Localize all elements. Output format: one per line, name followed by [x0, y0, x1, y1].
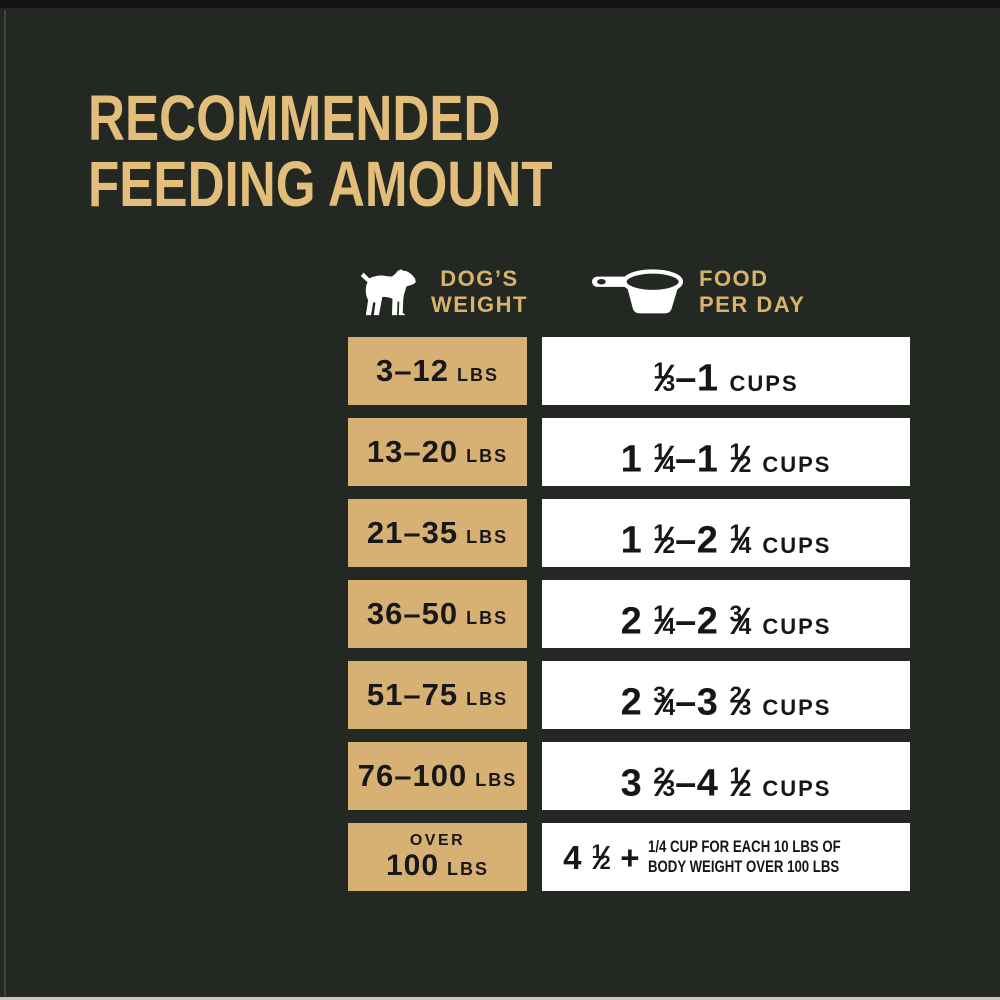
- weight-cell: 21–35 LBS: [348, 499, 527, 567]
- weight-header-line-1: DOG’S: [440, 266, 519, 292]
- amount-cell: 1 1⁄4–1 1⁄2 CUPS: [542, 418, 910, 486]
- food-header-label: FOOD PER DAY: [699, 266, 805, 318]
- weight-header-line-2: WEIGHT: [431, 292, 528, 317]
- weight-value: 51–75: [366, 677, 459, 712]
- table-row: 13–20 LBS 1 1⁄4–1 1⁄2 CUPS: [348, 418, 910, 486]
- page-title-line-2: FEEDING AMOUNT: [88, 147, 553, 220]
- table-row: 21–35 LBS 1 1⁄2–2 1⁄4 CUPS: [348, 499, 910, 567]
- weight-cell: 3–12 LBS: [348, 337, 527, 405]
- weight-unit: LBS: [466, 446, 509, 466]
- amount-unit: CUPS: [762, 613, 832, 639]
- note-line-2: BODY WEIGHT OVER 100 LBS: [648, 858, 840, 876]
- weight-value: 36–50: [366, 596, 459, 631]
- weight-value: 100: [385, 849, 440, 883]
- amount-cell: 4 1⁄2 + 1/4 CUP FOR EACH 10 LBS OF BODY …: [542, 823, 910, 891]
- weight-unit: LBS: [466, 689, 509, 709]
- weight-value: 13–20: [366, 434, 459, 469]
- amount-value: 2 3⁄4–3 2⁄3: [620, 681, 752, 724]
- dog-icon: [360, 268, 416, 315]
- food-header-line-1: FOOD: [699, 266, 769, 292]
- weight-cell: 51–75 LBS: [348, 661, 527, 729]
- measuring-cup-icon: [592, 269, 684, 314]
- weight-value: 3–12: [376, 353, 449, 388]
- table-row: 76–100 LBS 3 2⁄3–4 1⁄2 CUPS: [348, 742, 910, 810]
- note-line-1: 1/4 CUP FOR EACH 10 LBS OF: [648, 837, 841, 856]
- weight-unit: LBS: [466, 527, 509, 547]
- weight-unit: LBS: [447, 859, 490, 880]
- amount-unit: CUPS: [762, 532, 832, 558]
- food-column-header: FOOD PER DAY: [592, 260, 805, 324]
- weight-prefix: OVER: [409, 831, 466, 849]
- left-edge-decoration: [4, 10, 6, 996]
- page-title: RECOMMENDED FEEDING AMOUNT: [88, 82, 553, 220]
- table-row: 36–50 LBS 2 1⁄4–2 3⁄4 CUPS: [348, 580, 910, 648]
- weight-unit: LBS: [475, 770, 518, 790]
- amount-unit: CUPS: [762, 451, 832, 477]
- weight-value: 21–35: [366, 515, 459, 550]
- amount-unit: CUPS: [762, 775, 832, 801]
- table-row: 3–12 LBS 1⁄3–1 CUPS: [348, 337, 910, 405]
- weight-cell: 13–20 LBS: [348, 418, 527, 486]
- amount-value: 4 1⁄2 +: [563, 838, 641, 876]
- bottom-edge-decoration: [0, 997, 1000, 1000]
- food-header-line-2: PER DAY: [699, 292, 806, 317]
- amount-value: 1 1⁄2–2 1⁄4: [620, 519, 752, 562]
- weight-unit: LBS: [456, 365, 499, 385]
- amount-unit: CUPS: [762, 694, 832, 720]
- amount-value: 3 2⁄3–4 1⁄2: [620, 762, 752, 805]
- amount-value: 1 1⁄4–1 1⁄2: [620, 438, 752, 481]
- weight-value: 76–100: [357, 758, 468, 793]
- amount-value: 1⁄3–1: [653, 357, 719, 400]
- top-edge-decoration: [0, 0, 1000, 8]
- amount-cell: 3 2⁄3–4 1⁄2 CUPS: [542, 742, 910, 810]
- weight-unit: LBS: [466, 608, 509, 628]
- page-title-line-1: RECOMMENDED: [88, 82, 501, 154]
- amount-cell: 1⁄3–1 CUPS: [542, 337, 910, 405]
- amount-cell: 1 1⁄2–2 1⁄4 CUPS: [542, 499, 910, 567]
- weight-header-label: DOG’S WEIGHT: [431, 266, 528, 318]
- amount-value: 2 1⁄4–2 3⁄4: [620, 600, 752, 643]
- weight-cell: OVER 100 LBS: [348, 823, 527, 891]
- table-row: 51–75 LBS 2 3⁄4–3 2⁄3 CUPS: [348, 661, 910, 729]
- amount-unit: CUPS: [729, 370, 799, 396]
- weight-cell: 36–50 LBS: [348, 580, 527, 648]
- amount-note: 1/4 CUP FOR EACH 10 LBS OF BODY WEIGHT O…: [648, 837, 841, 877]
- amount-cell: 2 1⁄4–2 3⁄4 CUPS: [542, 580, 910, 648]
- weight-column-header: DOG’S WEIGHT: [350, 260, 528, 324]
- table-row: OVER 100 LBS 4 1⁄2 + 1/4 CUP FOR EACH 10 …: [348, 823, 910, 891]
- amount-cell: 2 3⁄4–3 2⁄3 CUPS: [542, 661, 910, 729]
- weight-cell: 76–100 LBS: [348, 742, 527, 810]
